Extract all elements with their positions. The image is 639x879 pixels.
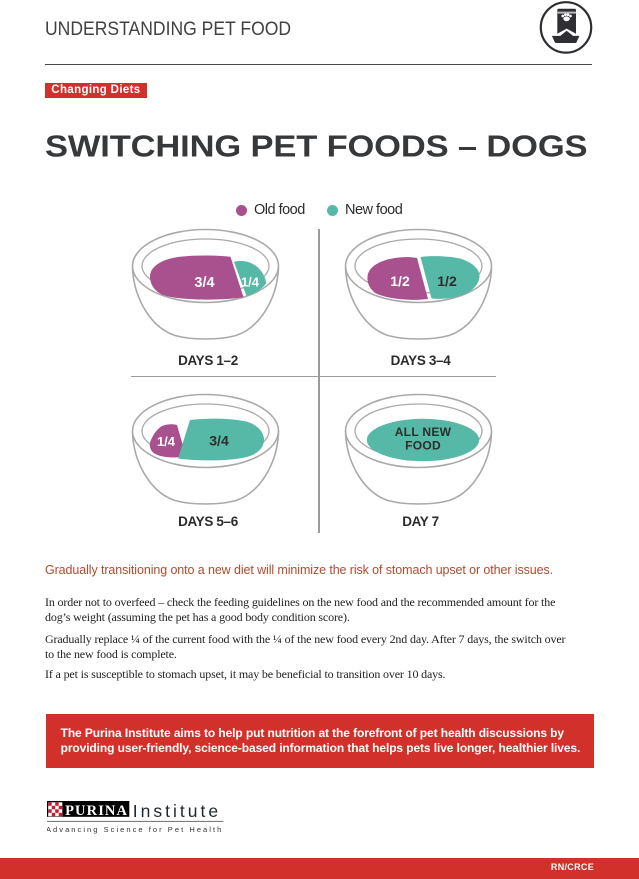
svg-text:3/4: 3/4 (209, 433, 229, 449)
svg-text:3/4: 3/4 (194, 275, 214, 291)
svg-text:1/2: 1/2 (390, 273, 410, 289)
svg-text:1/4: 1/4 (157, 434, 176, 449)
svg-text:1/2: 1/2 (437, 273, 457, 289)
svg-text:PURINA: PURINA (65, 803, 128, 819)
svg-text:Institute: Institute (132, 802, 220, 822)
svg-text:1/4: 1/4 (241, 275, 260, 290)
svg-text:FOOD: FOOD (405, 438, 441, 452)
svg-text:ALL NEW: ALL NEW (395, 425, 452, 439)
svg-text:Advancing Science for Pet Heal: Advancing Science for Pet Health (47, 826, 223, 835)
